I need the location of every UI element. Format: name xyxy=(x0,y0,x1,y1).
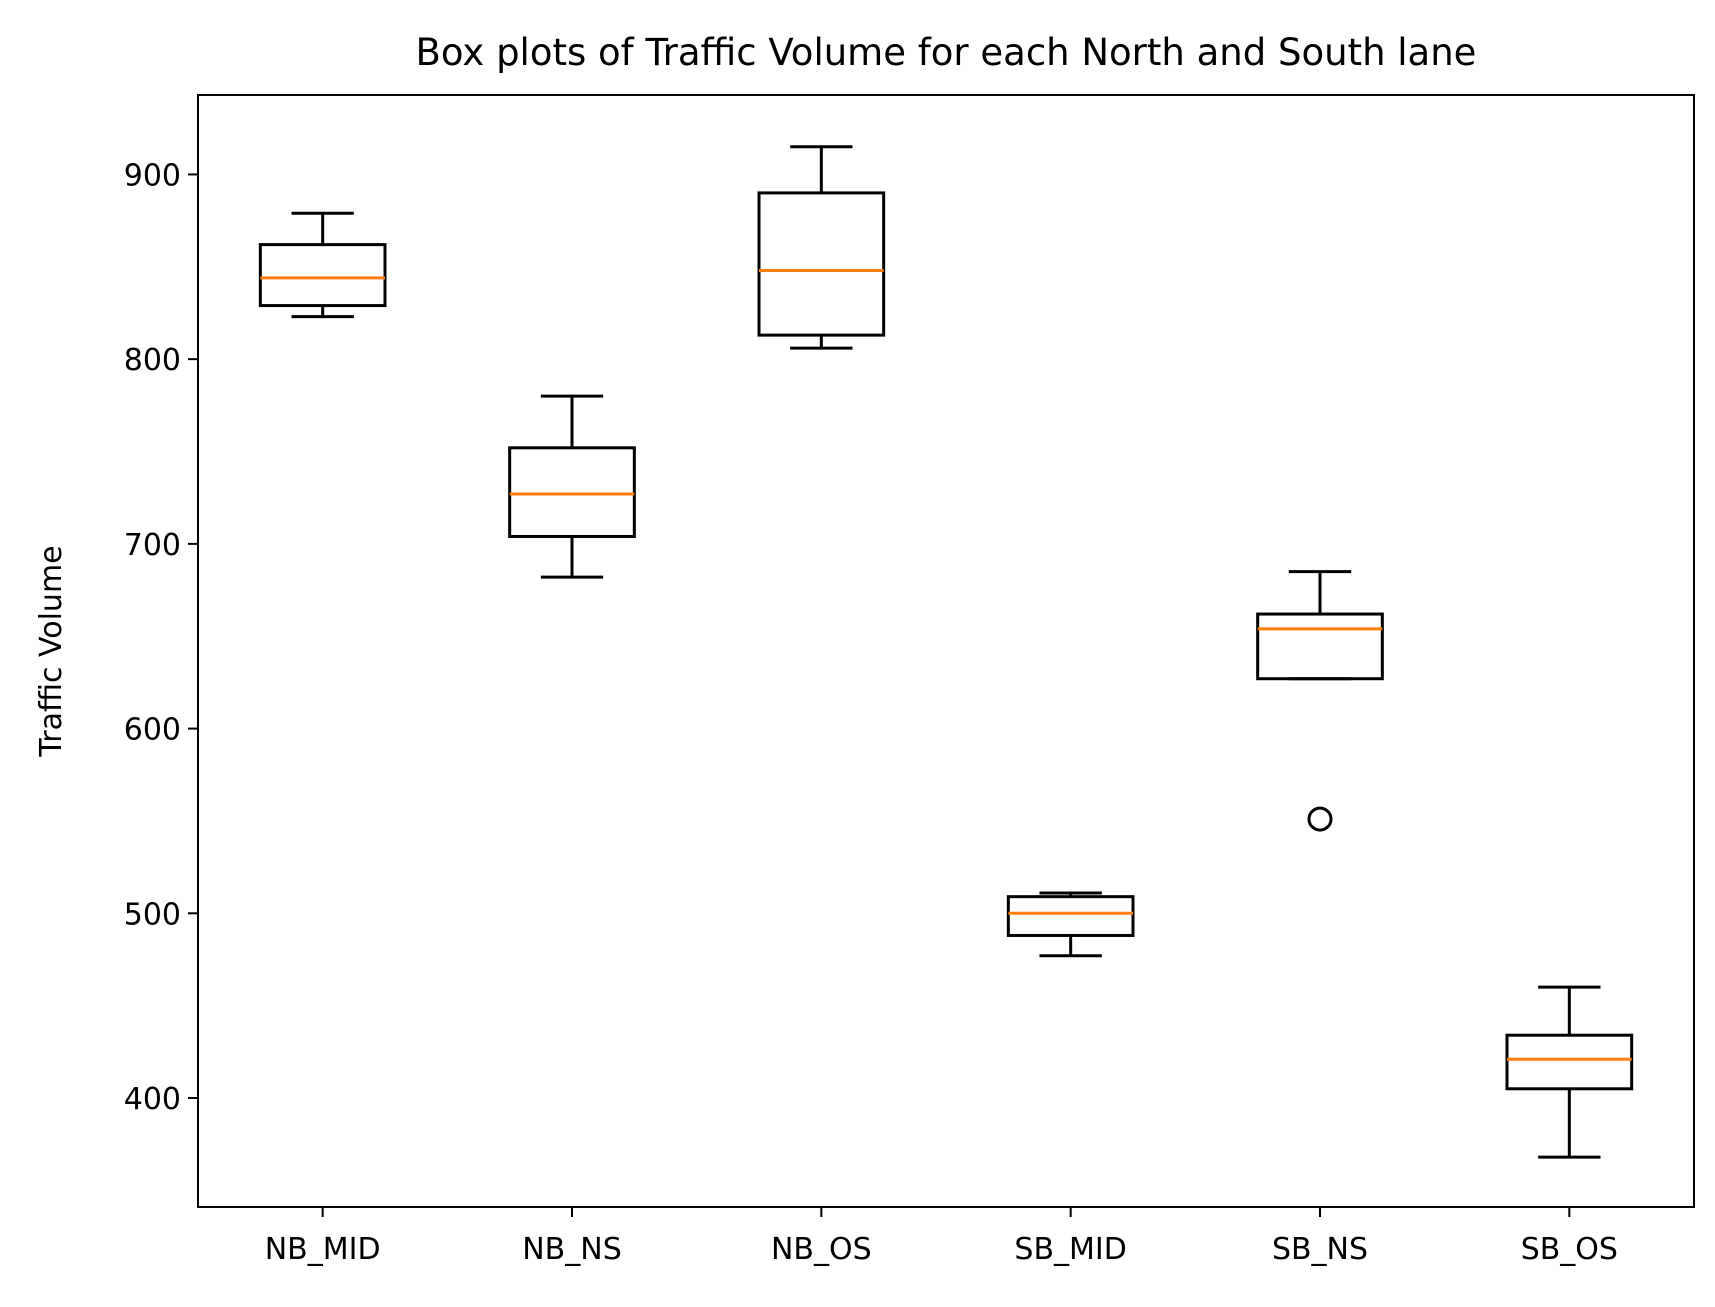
y-tick-label: 400 xyxy=(124,1082,181,1117)
box-sb-mid xyxy=(1006,895,1135,937)
x-tick-label: SB_OS xyxy=(1521,1232,1618,1267)
outlier-sb-ns xyxy=(1307,806,1333,832)
box-sb-os xyxy=(1505,1033,1634,1091)
y-tick-label: 700 xyxy=(124,528,181,563)
x-tick-label: SB_MID xyxy=(1014,1232,1126,1267)
y-tick-label: 500 xyxy=(124,897,181,932)
box-nb-os xyxy=(757,191,886,337)
y-tick-label: 900 xyxy=(124,158,181,193)
y-tick-label: 800 xyxy=(124,343,181,378)
x-tick-label: NB_MID xyxy=(265,1232,381,1267)
x-tick-label: NB_NS xyxy=(522,1232,622,1267)
box-sb-ns xyxy=(1256,612,1384,681)
chart-title: Box plots of Traffic Volume for each Nor… xyxy=(416,31,1477,74)
axes-frame xyxy=(197,94,1695,1208)
plot-area: 400 500 600 700 800 900 NB_MID NB_NS NB_OS SB_MID… xyxy=(124,145,1634,1267)
x-tick-label: NB_OS xyxy=(771,1232,872,1267)
y-tick-label: 600 xyxy=(124,713,181,748)
box-nb-ns xyxy=(508,446,636,538)
y-axis-label: Traffic Volume xyxy=(34,545,69,757)
box-nb-mid xyxy=(258,243,387,308)
x-tick-label: SB_NS xyxy=(1272,1232,1368,1267)
